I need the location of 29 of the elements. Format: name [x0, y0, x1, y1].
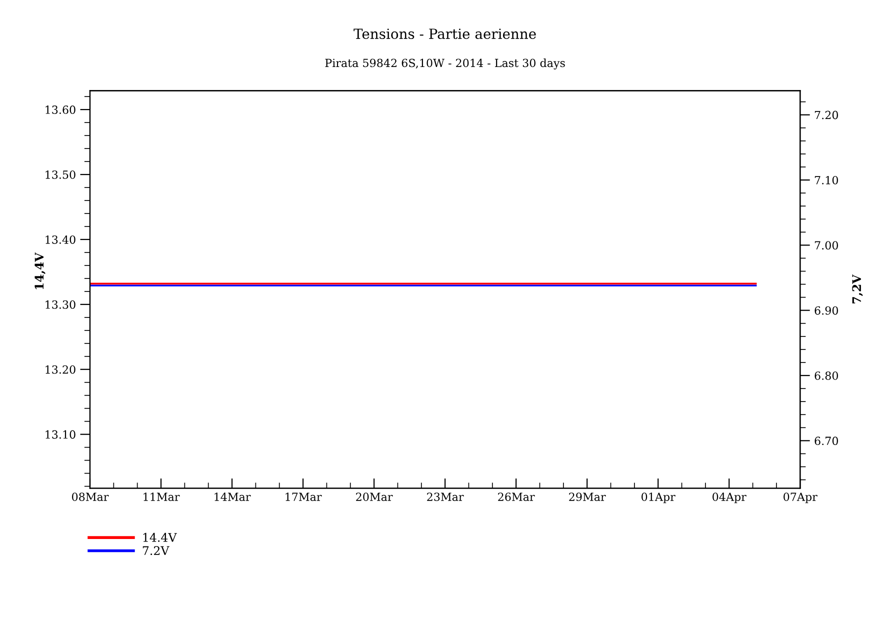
- y-axis-title: 14,4V: [34, 252, 46, 290]
- y2-tick-label: 6.90: [814, 306, 838, 315]
- y-tick-label: 13.20: [46, 365, 76, 374]
- x-tick-label: 08Mar: [72, 492, 109, 502]
- chart-title: Tensions - Partie aerienne: [354, 28, 536, 40]
- x-tick-label: 29Mar: [569, 492, 606, 502]
- chart-subtitle: Pirata 59842 6S,10W - 2014 - Last 30 days: [325, 58, 565, 70]
- x-tick-label: 17Mar: [286, 492, 322, 502]
- y-tick-label: 13.50: [46, 170, 76, 179]
- legend-label: 7.2V: [142, 546, 170, 556]
- y2-tick-label: 6.80: [814, 371, 838, 380]
- y-tick-label: 13.60: [46, 106, 76, 114]
- y-tick-label: 13.40: [46, 235, 76, 244]
- y2-tick-label: 6.70: [814, 436, 838, 446]
- y-tick-label: 13.10: [46, 430, 76, 439]
- y2-tick-label: 7.10: [814, 176, 838, 184]
- y2-tick-label: 7.00: [814, 241, 838, 250]
- x-tick-label: 11Mar: [144, 492, 180, 502]
- y2-tick-label: 7.20: [814, 110, 838, 120]
- legend-label: 14.4V: [143, 532, 177, 542]
- x-tick-label: 23Mar: [427, 492, 464, 502]
- x-tick-label: 20Mar: [356, 492, 393, 502]
- y-tick-label: 13.30: [46, 300, 76, 309]
- x-tick-label: 04Apr: [712, 492, 746, 504]
- y2-axis-title: 7,2V: [852, 274, 863, 304]
- x-tick-label: 01Apr: [642, 492, 676, 504]
- x-tick-label: 14Mar: [214, 492, 251, 502]
- x-tick-label: 26Mar: [498, 492, 535, 502]
- x-tick-label: 07Apr: [784, 492, 818, 504]
